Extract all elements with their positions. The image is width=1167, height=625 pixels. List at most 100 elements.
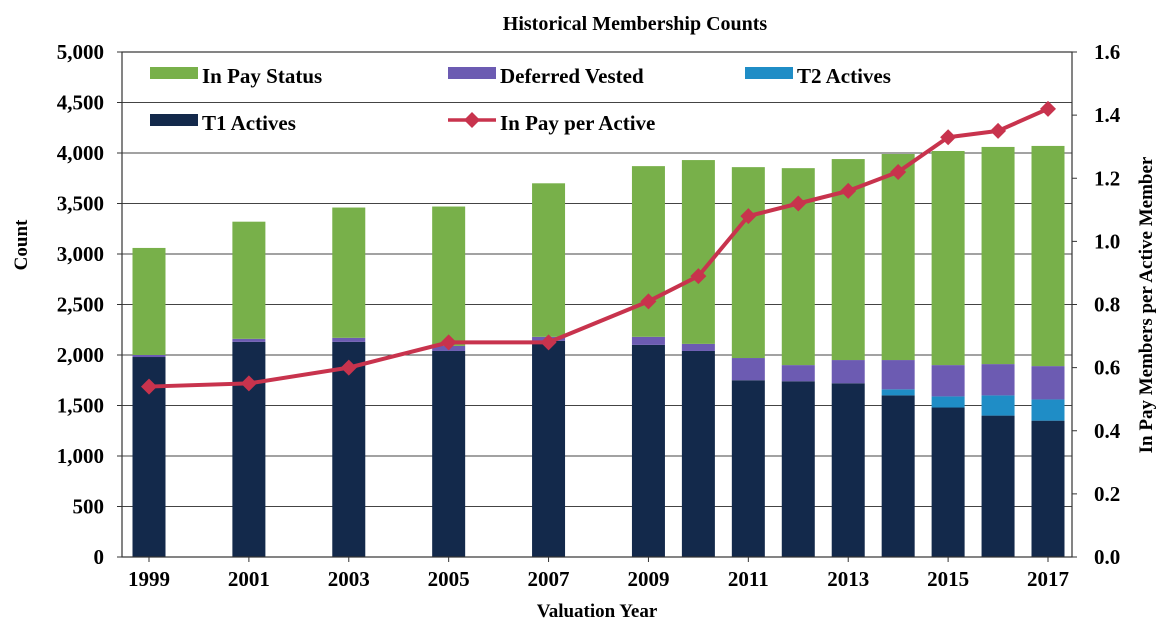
y-tick-label: 4,000 [57, 141, 104, 165]
point-in-pay-per-active [240, 375, 257, 392]
point-in-pay-per-active [440, 334, 457, 351]
bar-in-pay-status [132, 247, 166, 355]
bar-t2-actives [931, 396, 965, 408]
bar-deferred-vested [132, 355, 166, 358]
x-tick-label: 2011 [728, 567, 769, 591]
x-tick-label: 2009 [627, 567, 669, 591]
y-tick-label: 1,500 [57, 394, 104, 418]
y2-tick-label: 0.4 [1094, 419, 1121, 443]
bar-t1-actives [432, 350, 466, 557]
bar-deferred-vested [981, 364, 1015, 396]
point-in-pay-per-active [640, 293, 657, 310]
x-tick-label: 2003 [328, 567, 370, 591]
bar-in-pay-status [232, 221, 266, 339]
bar-in-pay-status [881, 154, 915, 361]
legend-swatch-deferred-vested [448, 67, 496, 79]
x-tick-label: 2005 [428, 567, 470, 591]
point-in-pay-per-active [940, 129, 957, 146]
y-tick-label: 2,500 [57, 293, 104, 317]
y2-tick-label: 0.8 [1094, 293, 1120, 317]
bar-in-pay-status [1031, 145, 1065, 367]
bar-t1-actives [781, 381, 815, 557]
bar-t1-actives [981, 415, 1015, 557]
bar-in-pay-status [532, 183, 566, 337]
bar-deferred-vested [232, 338, 266, 342]
point-in-pay-per-active [740, 208, 757, 225]
x-tick-label: 2001 [228, 567, 270, 591]
bar-t1-actives [1031, 420, 1065, 557]
bar-t1-actives [681, 350, 715, 557]
y2-tick-label: 0.0 [1094, 545, 1120, 569]
bar-deferred-vested [681, 343, 715, 351]
legend-swatch-t2-actives [745, 67, 793, 79]
bar-deferred-vested [731, 358, 765, 381]
y2-tick-label: 1.2 [1094, 166, 1120, 190]
chart-title: Historical Membership Counts [503, 13, 768, 35]
y-tick-label: 500 [73, 495, 105, 519]
bar-in-pay-status [981, 146, 1015, 365]
legend-label-in-pay-status: In Pay Status [202, 64, 322, 88]
x-tick-label: 2015 [927, 567, 969, 591]
bar-t2-actives [981, 395, 1015, 416]
bar-deferred-vested [831, 360, 865, 384]
point-in-pay-per-active [790, 195, 807, 212]
bar-t1-actives [631, 344, 665, 557]
y2-tick-label: 1.4 [1094, 103, 1121, 127]
bar-in-pay-status [432, 206, 466, 346]
bar-t2-actives [881, 389, 915, 396]
legend-marker-in-pay-per-active [464, 112, 480, 128]
legend-label-t1-actives: T1 Actives [202, 111, 296, 135]
y-tick-label: 4,500 [57, 91, 104, 115]
bar-t1-actives [881, 395, 915, 557]
point-in-pay-per-active [340, 359, 357, 376]
bar-deferred-vested [631, 336, 665, 345]
y-tick-label: 3,000 [57, 242, 104, 266]
point-in-pay-per-active [1040, 100, 1056, 117]
point-in-pay-per-active [540, 334, 557, 351]
bar-series [132, 145, 1065, 557]
ratio-line-series [141, 100, 1056, 395]
bar-deferred-vested [1031, 366, 1065, 400]
y2-axis-title: In Pay Members per Active Member [1136, 156, 1157, 453]
bar-in-pay-status [931, 150, 965, 366]
bar-in-pay-status [332, 207, 366, 338]
y2-tick-label: 1.6 [1094, 40, 1120, 64]
bar-deferred-vested [881, 360, 915, 390]
y-tick-label: 3,500 [57, 192, 104, 216]
bar-in-pay-status [681, 160, 715, 344]
x-axis-title: Valuation Year [537, 601, 658, 622]
point-in-pay-per-active [990, 122, 1007, 139]
x-tick-label: 1999 [128, 567, 170, 591]
x-tick-label: 2017 [1027, 567, 1069, 591]
bar-deferred-vested [781, 365, 815, 382]
bar-t1-actives [831, 383, 865, 557]
bar-t1-actives [532, 340, 566, 557]
bar-t1-actives [931, 407, 965, 557]
y2-tick-label: 0.6 [1094, 356, 1120, 380]
y-tick-label: 0 [94, 545, 105, 569]
bar-t2-actives [1031, 399, 1065, 421]
y-tick-label: 5,000 [57, 40, 104, 64]
line-in-pay-per-active [148, 106, 1049, 389]
bar-t1-actives [232, 341, 266, 557]
legend-label-deferred-vested: Deferred Vested [500, 64, 644, 88]
y2-tick-label: 0.2 [1094, 482, 1120, 506]
legend: In Pay Status Deferred Vested T2 Actives… [150, 64, 891, 135]
point-in-pay-per-active [141, 378, 157, 395]
point-in-pay-per-active [890, 163, 907, 180]
x-tick-label: 2013 [827, 567, 869, 591]
bar-in-pay-status [631, 166, 665, 337]
y-axis-title: Count [11, 219, 32, 270]
axis-ticks: 0 500 1,000 1,500 2,000 2,500 3,000 3,500 4,000 4… [57, 40, 1121, 591]
point-in-pay-per-active [840, 182, 857, 199]
bar-t1-actives [332, 341, 366, 557]
bar-deferred-vested [332, 337, 366, 342]
bar-t1-actives [731, 380, 765, 557]
x-tick-label: 2007 [528, 567, 570, 591]
legend-label-in-pay-per-active: In Pay per Active [500, 111, 655, 135]
bar-in-pay-status [731, 167, 765, 359]
y-tick-label: 2,000 [57, 343, 104, 367]
gridlines [122, 102, 1072, 507]
y2-tick-label: 1.0 [1094, 229, 1120, 253]
